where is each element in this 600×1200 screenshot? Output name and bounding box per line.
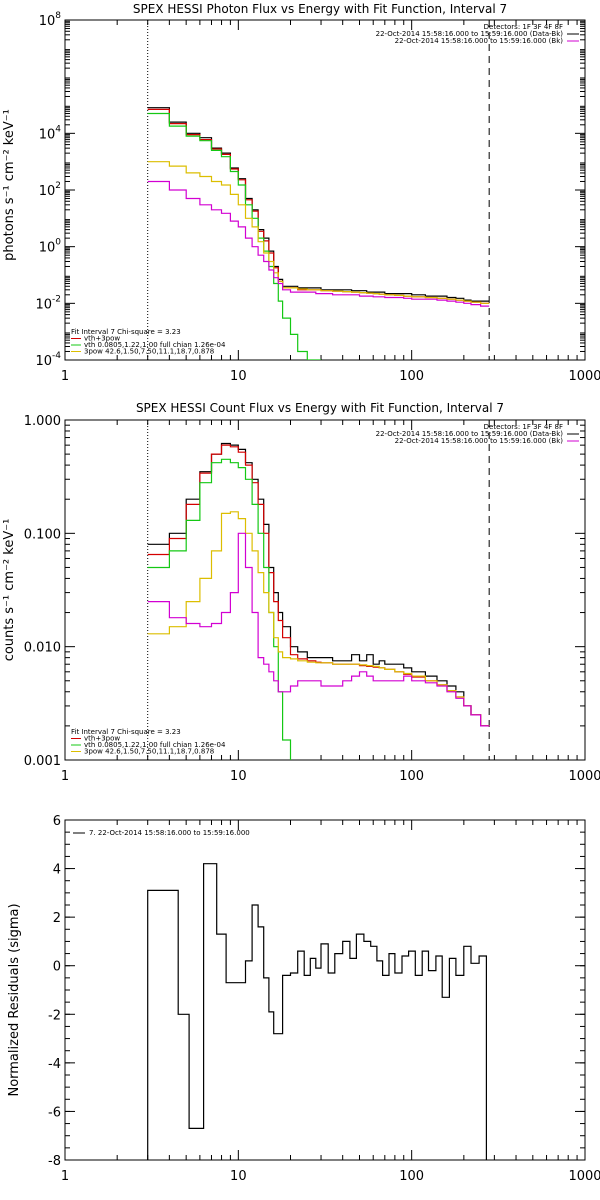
y-tick-exponent: 2 bbox=[55, 181, 61, 191]
y-tick-label: 2 bbox=[53, 911, 61, 926]
plot-frame bbox=[64, 819, 586, 1161]
y-tick-exponent: -4 bbox=[52, 351, 61, 361]
series-vth bbox=[147, 458, 292, 760]
y-tick-exponent: 8 bbox=[55, 11, 61, 21]
series-vth-3pow bbox=[147, 444, 490, 727]
legend-text: 3pow 42.6,1.50,7.50,11.1,18.7,0.878 bbox=[84, 348, 214, 356]
x-tick-label: 10 bbox=[230, 1169, 247, 1184]
x-tick-label: 1 bbox=[61, 1169, 69, 1184]
legend-text: 22-Oct-2014 15:58:16.000 to 15:59:16.000… bbox=[395, 37, 564, 45]
axis-ticks: 1 10 100 1000 -8 -6 -4 -2 0 2 4 6 bbox=[48, 814, 600, 1184]
legend-text: vth+3pow bbox=[84, 335, 120, 343]
legend-text: Fit Interval 7 Chi-square = 3.23 bbox=[71, 728, 181, 736]
series-group bbox=[147, 107, 490, 360]
y-tick-label: 0.010 bbox=[24, 641, 61, 656]
legend-text: 3pow 42.6,1.50,7.50,11.1,18.7,0.878 bbox=[84, 748, 214, 756]
y-tick-label: 108 bbox=[39, 11, 62, 29]
count-flux-panel: SPEX HESSI Count Flux vs Energy with Fit… bbox=[2, 401, 600, 784]
y-tick-exponent: 4 bbox=[55, 124, 61, 134]
y-tick-label: -8 bbox=[48, 1154, 61, 1169]
series-residuals bbox=[147, 863, 487, 1160]
legend-bottom-left: Fit Interval 7 Chi-square = 3.23vth+3pow… bbox=[71, 728, 226, 756]
series-data bbox=[147, 107, 490, 302]
legend-text: vth 0.0805,1.22,1.00 full chian 1.26e-04 bbox=[84, 341, 226, 349]
series-group bbox=[147, 442, 490, 760]
y-tick-label: 0 bbox=[53, 960, 61, 975]
y-tick-base: 10 bbox=[35, 297, 52, 312]
y-tick-exponent: 0 bbox=[55, 238, 61, 248]
series-3pow bbox=[147, 161, 490, 304]
legend-bottom-left: Fit Interval 7 Chi-square = 3.23vth+3pow… bbox=[71, 328, 226, 356]
y-tick-label: 10-2 bbox=[35, 294, 61, 312]
y-tick-base: 10 bbox=[35, 354, 52, 369]
y-tick-label: 100 bbox=[39, 238, 62, 256]
y-tick-label: 1.000 bbox=[24, 414, 61, 429]
series-data bbox=[147, 442, 490, 727]
x-tick-label: 100 bbox=[399, 1169, 424, 1184]
range-markers bbox=[147, 420, 490, 760]
series-3pow bbox=[147, 511, 490, 727]
y-tick-label: 0.001 bbox=[24, 754, 61, 769]
series-bk bbox=[147, 180, 490, 307]
y-tick-label: 102 bbox=[39, 181, 61, 199]
y-tick-label: 0.100 bbox=[24, 527, 61, 542]
y-tick-base: 10 bbox=[39, 14, 56, 29]
legend-text: Fit Interval 7 Chi-square = 3.23 bbox=[71, 328, 181, 336]
y-axis-label: photons s⁻¹ cm⁻² keV⁻¹ bbox=[2, 109, 17, 261]
legend-top-left: 7. 22-Oct-2014 15:58:16.000 to 15:59:16.… bbox=[73, 829, 250, 837]
y-tick-base: 10 bbox=[39, 127, 56, 142]
plot-frame bbox=[64, 419, 586, 761]
axis-ticks: 1 10 100 1000 0.001 0.010 0.100 1.000 bbox=[24, 414, 600, 784]
series-vth bbox=[147, 112, 321, 360]
y-tick-label: -6 bbox=[48, 1105, 61, 1120]
y-tick-label: 4 bbox=[53, 863, 61, 878]
x-tick-label: 10 bbox=[230, 369, 247, 384]
legend-text: 22-Oct-2014 15:58:16.000 to 15:59:16.000… bbox=[376, 430, 564, 438]
legend-text: 22-Oct-2014 15:58:16.000 to 15:59:16.000… bbox=[376, 30, 564, 38]
series-group bbox=[147, 863, 487, 1160]
x-tick-label: 100 bbox=[399, 769, 424, 784]
y-axis-label: counts s⁻¹ cm⁻² keV⁻¹ bbox=[2, 519, 17, 662]
x-tick-label: 1000 bbox=[568, 369, 600, 384]
y-tick-label: 6 bbox=[53, 814, 61, 829]
y-tick-label: 104 bbox=[39, 124, 62, 142]
x-tick-label: 10 bbox=[230, 769, 247, 784]
residuals-panel: Normalized Residuals (sigma) 1 10 100 1000 -… bbox=[7, 814, 600, 1184]
x-tick-label: 100 bbox=[399, 369, 424, 384]
legend-text: Detectors: 1F 3F 4F 8F bbox=[484, 423, 563, 431]
chart-title: SPEX HESSI Photon Flux vs Energy with Fi… bbox=[133, 2, 507, 16]
x-tick-label: 1000 bbox=[568, 769, 600, 784]
series-bk bbox=[147, 532, 490, 727]
x-tick-label: 1 bbox=[61, 369, 69, 384]
x-tick-label: 1000 bbox=[568, 1169, 600, 1184]
y-tick-label: -2 bbox=[48, 1008, 61, 1023]
y-tick-label: 10-4 bbox=[35, 351, 61, 369]
legend-text: 22-Oct-2014 15:58:16.000 to 15:59:16.000… bbox=[395, 437, 564, 445]
y-axis-label: Normalized Residuals (sigma) bbox=[7, 903, 22, 1096]
chart-title: SPEX HESSI Count Flux vs Energy with Fit… bbox=[136, 401, 504, 415]
legend-text: Detectors: 1F 3F 4F 8F bbox=[484, 23, 563, 31]
photon-flux-panel: SPEX HESSI Photon Flux vs Energy with Fi… bbox=[2, 2, 600, 384]
series-vth-3pow bbox=[147, 108, 490, 304]
y-tick-base: 10 bbox=[39, 241, 56, 256]
legend-text: vth 0.0805,1.22,1.00 full chian 1.26e-04 bbox=[84, 741, 226, 749]
range-markers bbox=[147, 20, 490, 360]
y-tick-exponent: -2 bbox=[52, 294, 61, 304]
x-tick-label: 1 bbox=[61, 769, 69, 784]
y-tick-label: -4 bbox=[48, 1057, 61, 1072]
y-tick-base: 10 bbox=[39, 184, 56, 199]
legend-text: vth+3pow bbox=[84, 735, 120, 743]
legend-text: 7. 22-Oct-2014 15:58:16.000 to 15:59:16.… bbox=[89, 829, 250, 837]
plot-frame bbox=[64, 19, 586, 361]
